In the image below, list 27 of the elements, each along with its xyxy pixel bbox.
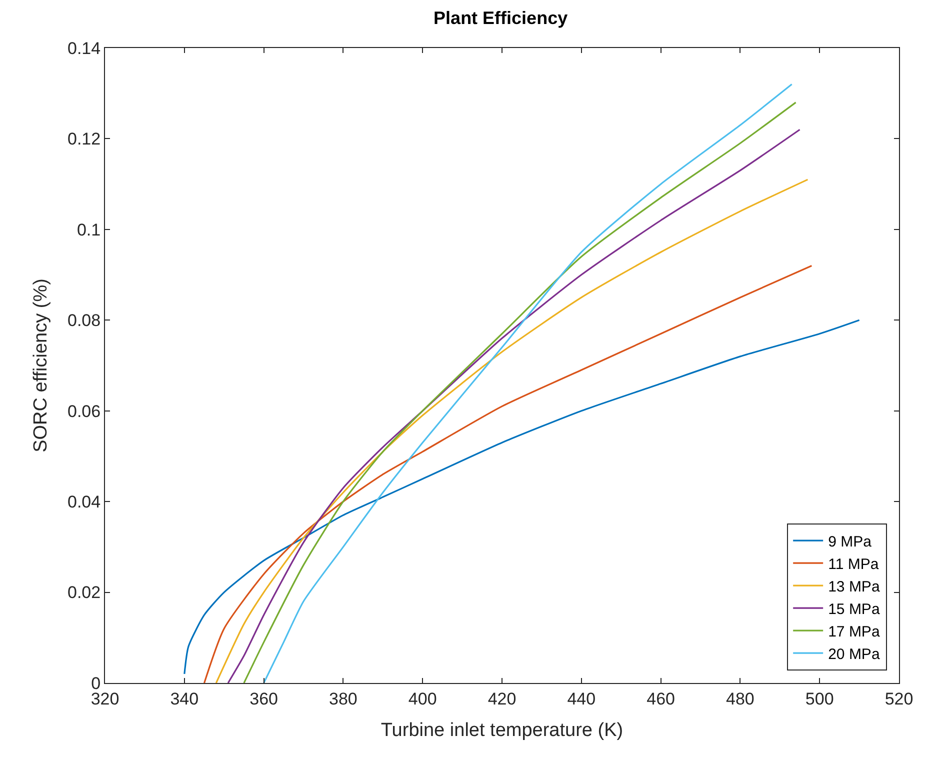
legend-label: 17 MPa	[828, 623, 880, 640]
legend-label: 11 MPa	[828, 556, 880, 573]
x-tick-label: 500	[805, 689, 834, 708]
legend-label: 15 MPa	[828, 600, 880, 618]
x-tick-label: 400	[408, 689, 437, 708]
y-tick-label: 0.02	[68, 583, 101, 602]
y-tick-label: 0.1	[76, 220, 101, 240]
line-series	[203, 264, 812, 683]
y-tick-label: 0.04	[68, 492, 101, 512]
x-tick-label: 520	[884, 689, 914, 708]
x-tick-label: 480	[726, 689, 754, 708]
x-tick-label: 340	[170, 689, 199, 708]
legend-label: 13 MPa	[828, 578, 880, 596]
x-tick-label: 380	[329, 689, 358, 708]
y-axis-title: SORC efficiency (%)	[30, 278, 52, 452]
x-tick-label: 420	[488, 689, 516, 708]
legend-label: 20 MPa	[828, 646, 880, 663]
chart-title: Plant Efficiency	[434, 8, 568, 28]
y-tick-label: 0.14	[68, 38, 101, 58]
x-tick-label: 440	[567, 689, 596, 708]
x-tick-label: 360	[250, 689, 278, 708]
y-tick-label: 0.06	[68, 402, 101, 421]
y-tick-label: 0.12	[68, 130, 101, 149]
x-tick-label: 460	[646, 689, 675, 708]
legend-label: 9 MPa	[828, 533, 872, 550]
y-tick-label: 0.08	[68, 311, 101, 330]
x-axis-title: Turbine inlet temperature (K)	[380, 720, 624, 742]
